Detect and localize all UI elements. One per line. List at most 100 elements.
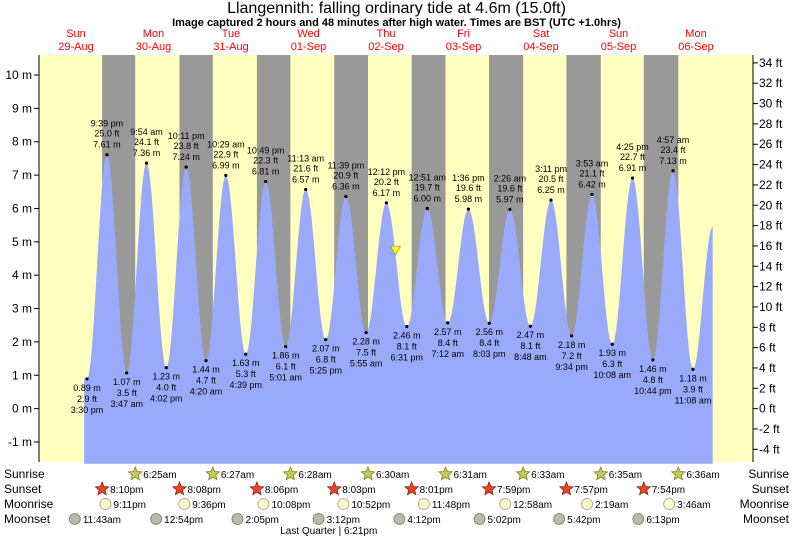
high-tide-m: 6.91 m xyxy=(619,163,647,173)
y-right-tick-label: 24 ft xyxy=(759,158,783,172)
moonset-time: 5:42pm xyxy=(567,515,600,526)
low-tide-time: 4:39 pm xyxy=(230,380,263,390)
low-tide-m: 1.63 m xyxy=(232,358,260,368)
sunrise-row-label-right: Sunrise xyxy=(748,467,789,481)
moonrise-time: 10:52pm xyxy=(351,500,390,511)
y-left-tick-label: 5 m xyxy=(12,235,32,249)
tide-point xyxy=(364,330,368,335)
tide-point xyxy=(405,324,409,329)
sunset-time: 7:57pm xyxy=(574,485,607,496)
low-tide-ft: 6.3 ft xyxy=(602,359,623,369)
moonrise-time: 2:19am xyxy=(595,500,628,511)
sunrise-icon xyxy=(593,465,609,481)
y-right-tick-label: 8 ft xyxy=(759,320,776,334)
moonrise-icon xyxy=(663,498,676,510)
high-tide-time: 3:53 am xyxy=(576,158,609,168)
moonset-icon xyxy=(553,513,566,525)
sunrise-time: 6:33am xyxy=(531,470,564,481)
y-right-tick-label: 18 ft xyxy=(759,219,783,233)
tide-area xyxy=(84,154,713,464)
low-tide-ft: 4.8 ft xyxy=(643,375,664,385)
tide-point xyxy=(610,342,614,346)
moonrise-time: 12:58am xyxy=(513,500,552,511)
sunset-icon xyxy=(636,480,652,496)
sunrise-icon xyxy=(437,465,454,481)
tide-point xyxy=(651,358,655,362)
moonset-time: 3:12pm xyxy=(327,515,360,526)
tide-point xyxy=(528,324,533,328)
sunrise-icon xyxy=(127,465,143,481)
sunset-time: 8:08pm xyxy=(188,485,221,496)
tide-point xyxy=(264,179,268,184)
y-right-tick-label: 28 ft xyxy=(759,117,783,131)
moon-phase-label: Last Quarter | 6:21pm xyxy=(280,526,377,537)
day-name-label: Sun xyxy=(609,28,629,40)
low-tide-m: 1.07 m xyxy=(113,377,141,387)
tide-point xyxy=(384,201,388,205)
y-right-tick-label: 26 ft xyxy=(759,137,783,151)
low-tide-time: 8:03 pm xyxy=(473,349,506,359)
tide-point xyxy=(224,173,228,178)
tide-point xyxy=(570,334,574,338)
low-tide-time: 6:31 pm xyxy=(391,353,424,363)
tide-point xyxy=(244,352,248,356)
high-tide-ft: 25.0 ft xyxy=(94,129,120,139)
moonrise-time: 9:36pm xyxy=(192,500,225,511)
moonset-icon xyxy=(231,513,244,525)
high-tide-time: 11:13 am xyxy=(287,153,324,163)
low-tide-ft: 2.9 ft xyxy=(77,394,98,404)
high-tide-ft: 20.2 ft xyxy=(374,177,400,187)
high-tide-time: 10:29 am xyxy=(207,139,245,149)
tide-point xyxy=(184,165,188,169)
high-tide-m: 7.13 m xyxy=(659,156,687,166)
tide-point xyxy=(590,192,594,197)
tide-point xyxy=(671,169,675,173)
low-tide-m: 1.44 m xyxy=(192,365,220,375)
moonset-time: 2:05pm xyxy=(245,515,278,526)
high-tide-ft: 20.9 ft xyxy=(333,170,359,180)
high-tide-m: 6.36 m xyxy=(332,181,360,191)
tide-point xyxy=(549,198,553,202)
tide-point xyxy=(324,337,328,342)
moonrise-time: 9:11pm xyxy=(113,500,146,511)
y-left-tick-label: -1 m xyxy=(8,435,32,449)
low-tide-m: 1.46 m xyxy=(639,364,667,374)
low-tide-ft: 4.7 ft xyxy=(196,376,217,386)
high-tide-time: 11:39 pm xyxy=(327,160,364,170)
tide-point xyxy=(691,367,695,371)
day-name-label: Mon xyxy=(143,28,164,40)
high-tide-ft: 22.3 ft xyxy=(253,155,279,165)
tide-point xyxy=(105,153,109,157)
low-tide-ft: 8.1 ft xyxy=(520,341,541,351)
tide-area-layer xyxy=(84,154,713,464)
low-tide-m: 1.18 m xyxy=(679,373,707,383)
moonset-row-label-right: Moonset xyxy=(743,512,790,526)
low-tide-ft: 8.4 ft xyxy=(479,338,500,348)
high-tide-time: 12:12 pm xyxy=(368,167,406,177)
y-right-tick-label: 16 ft xyxy=(759,239,783,253)
sunset-icon xyxy=(171,480,188,496)
low-tide-time: 5:01 am xyxy=(269,373,302,383)
moonset-time: 12:54pm xyxy=(164,515,203,526)
sunrise-icon xyxy=(515,465,531,481)
sunset-time: 8:03pm xyxy=(342,485,375,496)
sunset-row-label-left: Sunset xyxy=(4,482,42,496)
moonrise-time: 11:48pm xyxy=(432,500,470,511)
day-date-label: 05-Sep xyxy=(601,41,636,53)
y-right-tick-label: 6 ft xyxy=(759,341,776,355)
low-tide-m: 2.28 m xyxy=(352,337,380,347)
y-right-tick-label: 22 ft xyxy=(759,178,783,192)
high-tide-time: 4:25 pm xyxy=(616,142,649,152)
low-tide-time: 9:34 pm xyxy=(555,362,588,372)
sunrise-time: 6:35am xyxy=(609,470,642,481)
y-left-tick-label: 0 m xyxy=(12,402,32,416)
high-tide-m: 7.36 m xyxy=(133,148,161,158)
high-tide-time: 9:54 am xyxy=(130,127,163,137)
moonrise-row-label-right: Moonrise xyxy=(740,497,790,511)
sunrise-time: 6:30am xyxy=(376,470,409,481)
tide-point xyxy=(304,187,308,192)
low-tide-time: 10:08 am xyxy=(593,370,631,380)
low-tide-m: 2.56 m xyxy=(475,327,503,337)
y-right-tick-label: 30 ft xyxy=(759,97,783,111)
